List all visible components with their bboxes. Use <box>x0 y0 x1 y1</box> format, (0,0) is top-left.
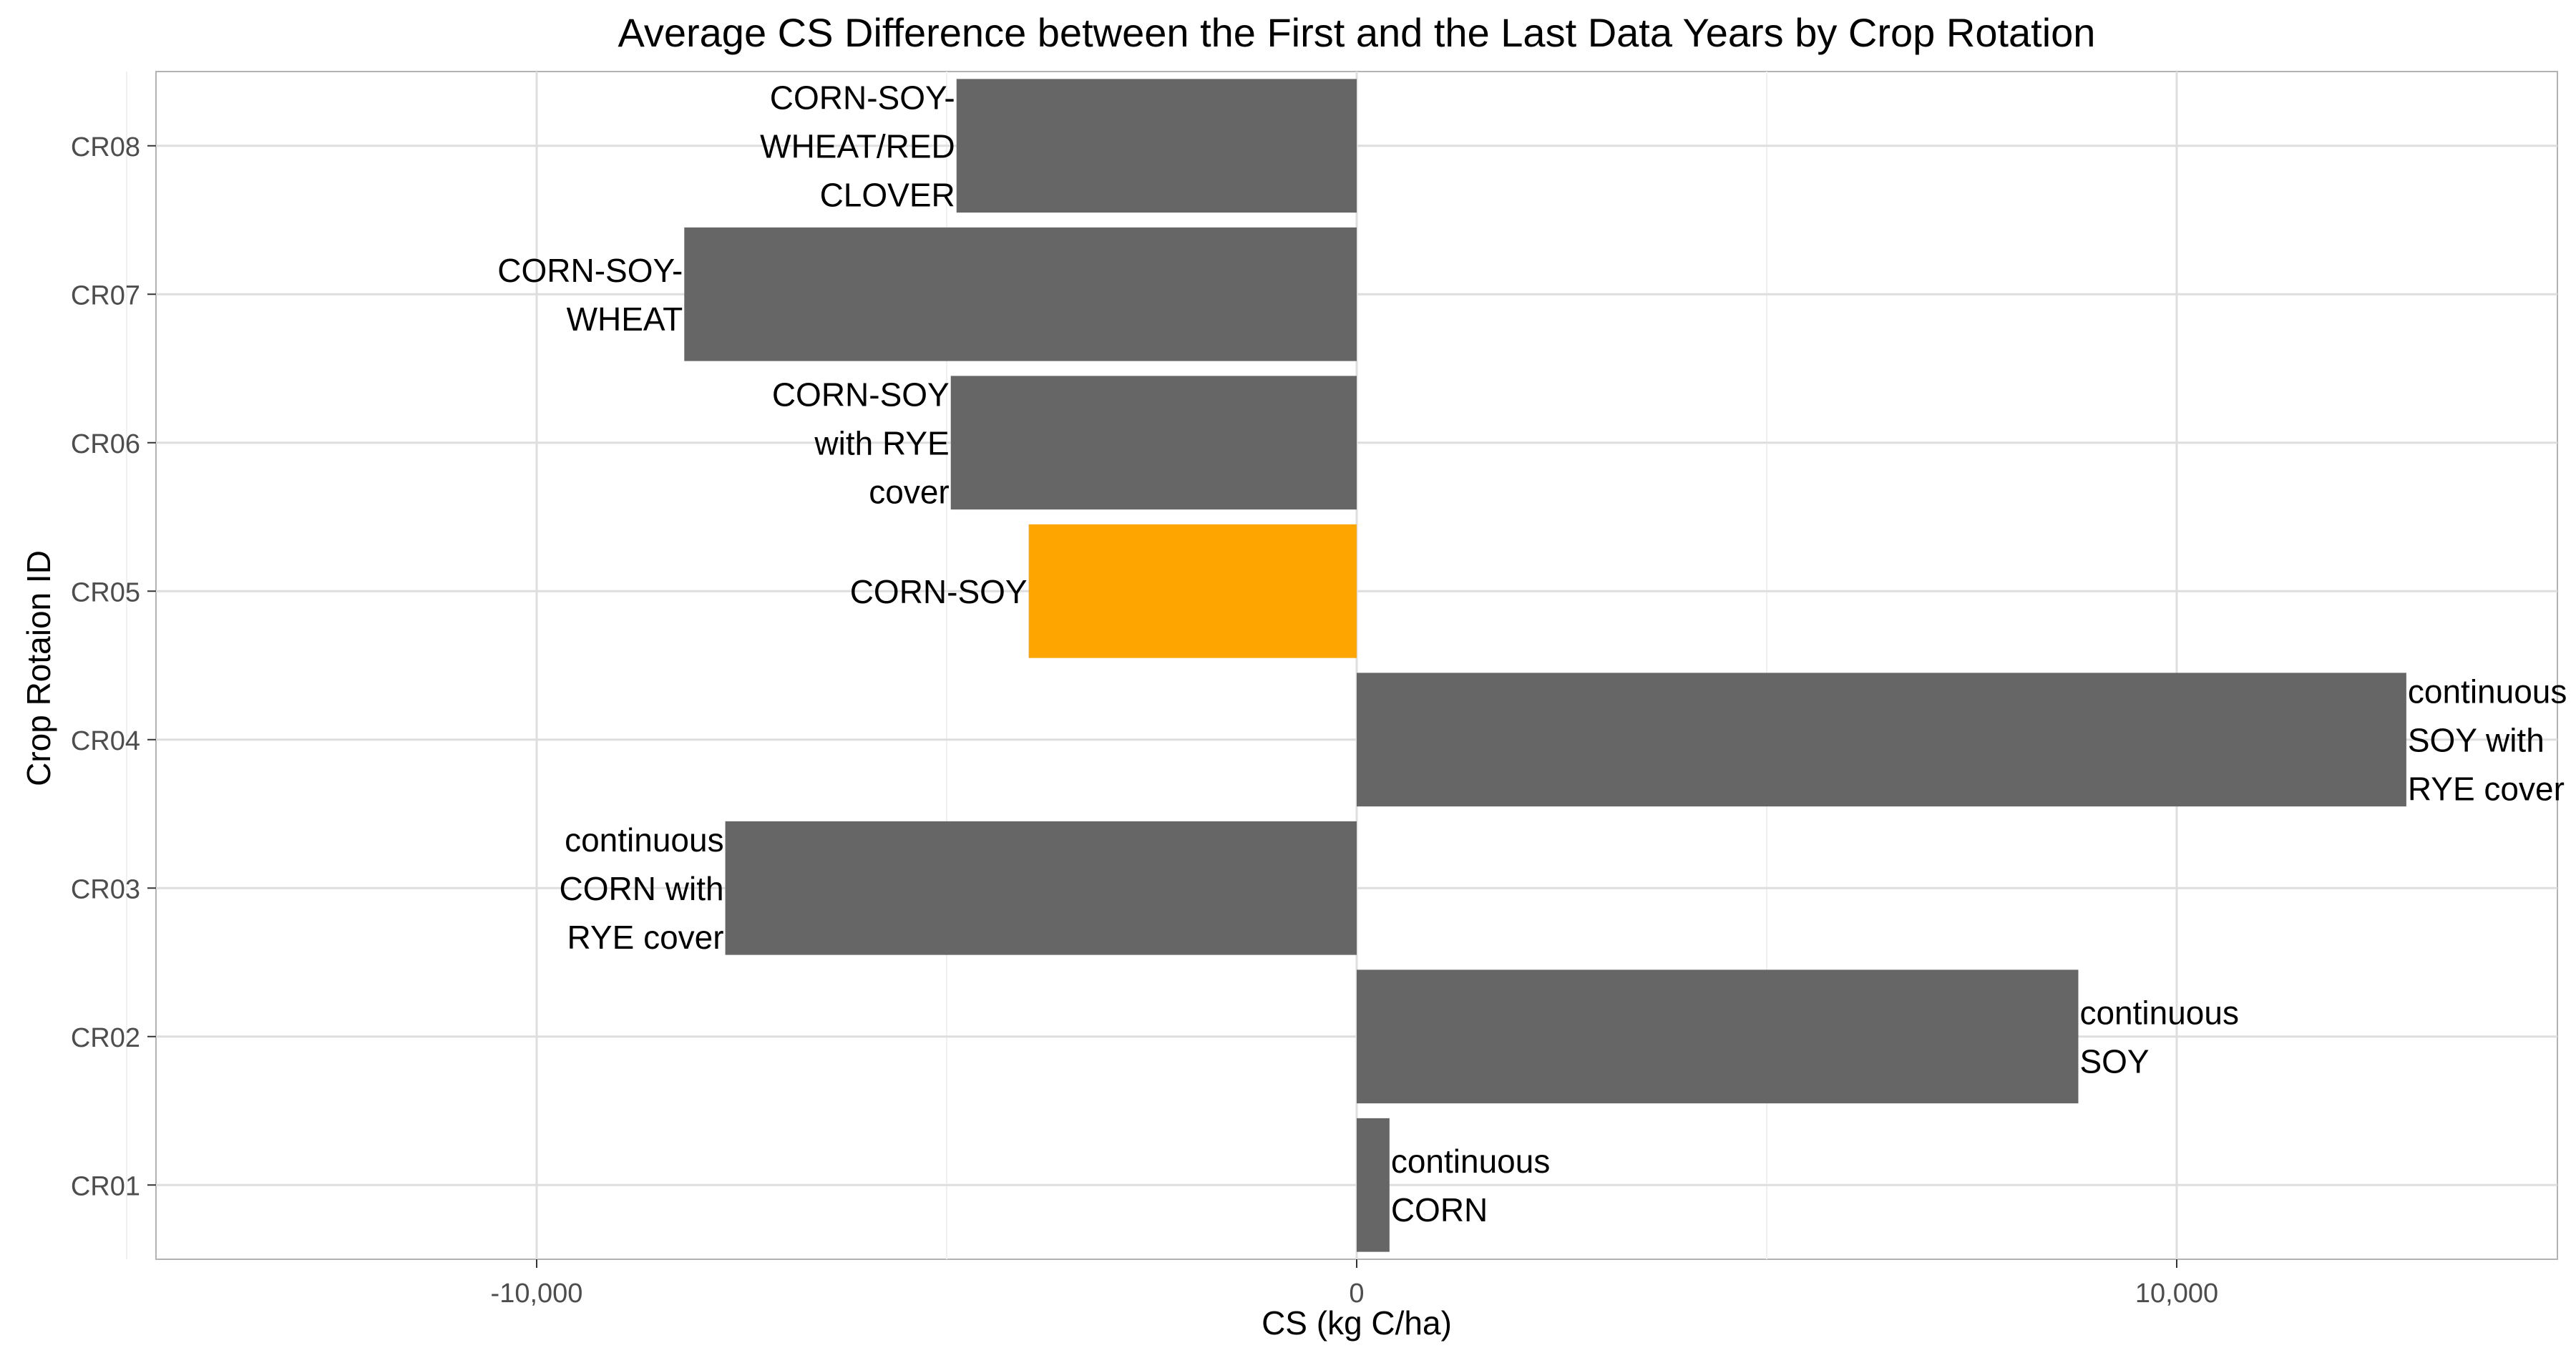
bar-label-line: CORN with <box>560 870 724 907</box>
y-tick-label: CR03 <box>71 874 140 904</box>
x-tick-label: 10,000 <box>2135 1279 2218 1309</box>
y-tick-label: CR02 <box>71 1023 140 1053</box>
bar-label-line: CLOVER <box>820 176 955 213</box>
y-tick-label: CR08 <box>71 132 140 162</box>
y-tick-label: CR06 <box>71 429 140 459</box>
bar-label-line: RYE cover <box>567 919 724 956</box>
bar-label-line: CORN-SOY <box>850 573 1028 610</box>
bar-label-line: CORN-SOY- <box>497 252 683 289</box>
y-tick-label: CR05 <box>71 577 140 607</box>
bar-label-line: CORN <box>1391 1191 1488 1228</box>
bar-label-cr08: CORN-SOY- WHEAT/RED CLOVER <box>760 79 955 213</box>
y-tick-label: CR04 <box>71 726 140 756</box>
y-axis: CR01 CR02 CR03 CR04 CR05 CR06 CR07 CR08 <box>71 132 156 1201</box>
y-tick-label: CR07 <box>71 280 140 311</box>
bar-label-line: continuous <box>2079 994 2239 1031</box>
bar-label-line: SOY <box>2079 1042 2149 1080</box>
bars <box>684 79 2406 1252</box>
chart-title: Average CS Difference between the First … <box>618 10 2096 55</box>
bar-label-line: continuous <box>565 821 724 859</box>
bar-label-line: with RYE <box>814 424 949 461</box>
y-axis-title: Crop Rotaion ID <box>20 550 57 786</box>
bar-cr03 <box>725 821 1357 955</box>
bar-label-line: WHEAT/RED <box>760 127 955 165</box>
bar-cr08 <box>956 79 1357 213</box>
x-tick-label: -10,000 <box>491 1279 583 1309</box>
bar-cr05 <box>1028 524 1357 658</box>
bar-cr06 <box>950 376 1357 510</box>
bar-label-cr02: continuous SOY <box>2079 994 2239 1080</box>
bar-label-cr05: CORN-SOY <box>850 573 1028 610</box>
bar-label-line: cover <box>869 473 949 510</box>
bar-label-line: CORN-SOY- <box>770 79 955 116</box>
bar-cr07 <box>684 227 1357 361</box>
bar-label-line: WHEAT <box>567 301 683 338</box>
bar-labels: continuous CORN continuous SOY continuous COR… <box>497 79 2567 1228</box>
bar-label-cr03: continuous CORN with RYE cover <box>560 821 724 956</box>
bar-label-line: CORN-SOY <box>772 376 950 413</box>
x-axis: -10,000 0 10,000 <box>491 1259 2218 1309</box>
bar-cr01 <box>1357 1118 1390 1252</box>
x-tick-label: 0 <box>1349 1279 1364 1309</box>
bar-label-cr07: CORN-SOY- WHEAT <box>497 252 683 338</box>
x-axis-title: CS (kg C/ha) <box>1262 1304 1452 1342</box>
bar-label-cr04: continuous SOY with RYE cover <box>2408 673 2567 807</box>
bar-label-line: continuous <box>1391 1143 1550 1180</box>
y-tick-label: CR01 <box>71 1171 140 1201</box>
bar-label-line: RYE cover <box>2408 770 2565 807</box>
bar-cr02 <box>1357 969 2079 1104</box>
bar-label-cr06: CORN-SOY with RYE cover <box>772 376 950 510</box>
bar-cr04 <box>1357 673 2406 807</box>
bar-label-line: SOY with <box>2408 721 2545 758</box>
bar-label-line: continuous <box>2408 673 2567 710</box>
bar-label-cr01: continuous CORN <box>1391 1143 1550 1228</box>
